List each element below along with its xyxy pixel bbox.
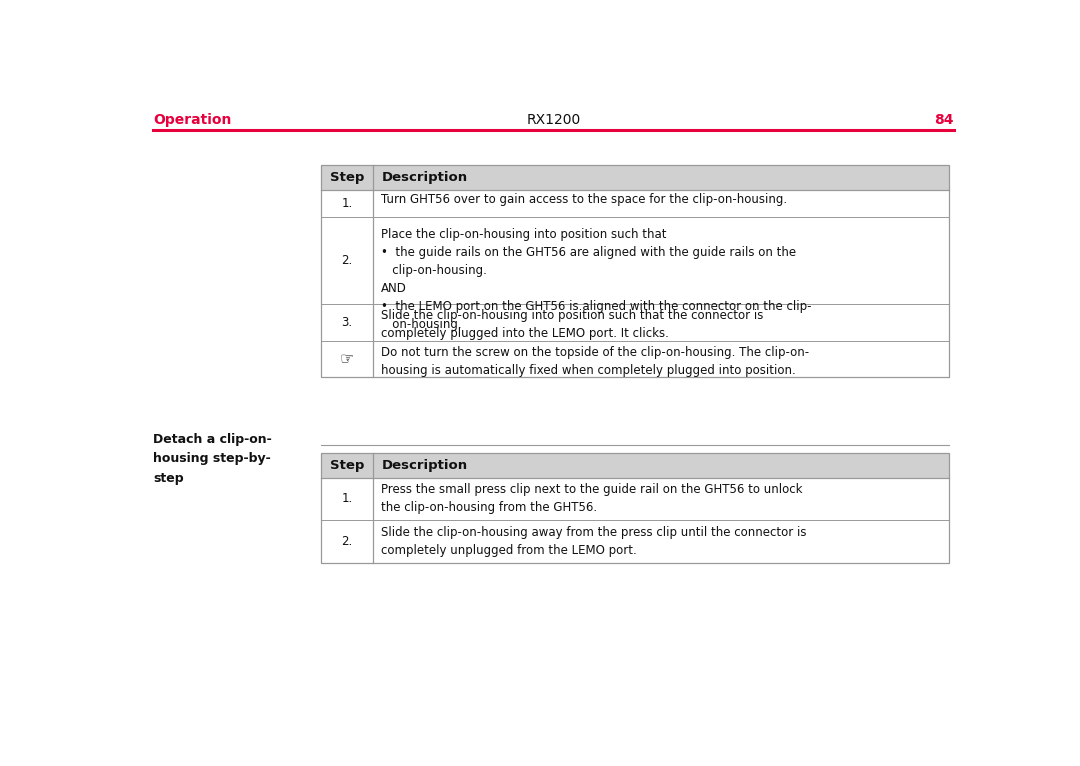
Bar [321, 165, 948, 190]
Text: 1.: 1. [341, 493, 352, 506]
Text: Step: Step [329, 171, 364, 184]
Text: Slide the clip-on-housing away from the press clip until the connector is
comple: Slide the clip-on-housing away from the … [381, 525, 807, 557]
Text: Operation: Operation [153, 113, 232, 127]
Text: Press the small press clip next to the guide rail on the GHT56 to unlock
the cli: Press the small press clip next to the g… [381, 483, 802, 514]
Text: Description: Description [381, 459, 468, 472]
Text: ☞: ☞ [340, 352, 354, 367]
Text: RX1200: RX1200 [526, 113, 581, 127]
Text: Description: Description [381, 171, 468, 184]
Text: 2.: 2. [341, 535, 352, 548]
Text: Turn GHT56 over to gain access to the space for the clip-on-housing.: Turn GHT56 over to gain access to the sp… [381, 193, 787, 206]
Text: 84: 84 [934, 113, 954, 127]
Bar [321, 165, 948, 378]
Bar [321, 453, 948, 562]
Text: Detach a clip-on-
housing step-by-
step: Detach a clip-on- housing step-by- step [153, 433, 272, 485]
Text: 1.: 1. [341, 197, 352, 210]
Text: Step: Step [329, 459, 364, 472]
Text: 3.: 3. [341, 316, 352, 329]
Text: Do not turn the screw on the topside of the clip-on-housing. The clip-on-
housin: Do not turn the screw on the topside of … [381, 345, 809, 377]
Text: Slide the clip-on-housing into position such that the connector is
completely pl: Slide the clip-on-housing into position … [381, 309, 764, 340]
Text: 2.: 2. [341, 254, 352, 267]
Bar [321, 165, 948, 378]
Bar [321, 453, 948, 562]
Text: Place the clip-on-housing into position such that
•  the guide rails on the GHT5: Place the clip-on-housing into position … [381, 228, 812, 332]
Bar [321, 453, 948, 478]
